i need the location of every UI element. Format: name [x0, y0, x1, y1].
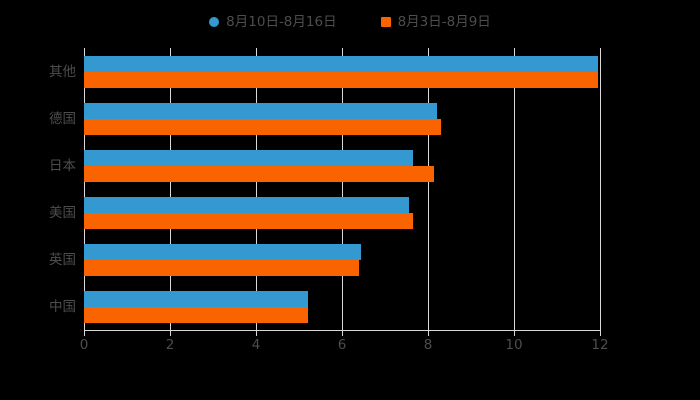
- bar[interactable]: [84, 196, 409, 213]
- bar[interactable]: [84, 290, 308, 307]
- y-axis-tick-label: 英国: [49, 251, 76, 268]
- bar[interactable]: [84, 165, 435, 182]
- bar[interactable]: [84, 149, 413, 166]
- x-axis-tick-label: 10: [505, 337, 523, 353]
- bar[interactable]: [84, 259, 360, 276]
- gridline: [514, 48, 515, 330]
- legend-item-series-0[interactable]: 8月10日-8月16日: [209, 12, 337, 32]
- x-axis-tick: [428, 330, 429, 336]
- x-axis-tick-label: 2: [165, 337, 175, 353]
- gridline: [342, 48, 343, 330]
- bar[interactable]: [84, 306, 308, 323]
- x-axis-tick: [600, 330, 601, 336]
- bar[interactable]: [84, 102, 437, 119]
- x-axis-tick-label: 4: [251, 337, 261, 353]
- x-axis-tick: [514, 330, 515, 336]
- x-axis-tick-label: 0: [79, 337, 89, 353]
- bar[interactable]: [84, 118, 441, 135]
- chart-legend: 8月10日-8月16日 8月3日-8月9日: [0, 10, 700, 34]
- legend-label-series-0: 8月10日-8月16日: [226, 14, 337, 30]
- bar[interactable]: [84, 212, 413, 229]
- y-axis-tick-label: 德国: [49, 110, 76, 127]
- x-axis-tick-label: 12: [591, 337, 609, 353]
- x-axis-tick: [84, 330, 85, 336]
- legend-item-series-1[interactable]: 8月3日-8月9日: [380, 12, 491, 32]
- bar[interactable]: [84, 55, 598, 72]
- plot-area: [84, 48, 600, 330]
- y-axis-line: [84, 48, 85, 330]
- gridline: [428, 48, 429, 330]
- y-axis-tick-label: 其他: [49, 63, 76, 80]
- y-axis-tick-label: 中国: [49, 298, 76, 315]
- x-axis-tick: [342, 330, 343, 336]
- legend-square-marker-icon: [380, 17, 391, 27]
- gridline: [170, 48, 171, 330]
- legend-label-series-1: 8月3日-8月9日: [397, 14, 491, 30]
- x-axis-tick-label: 8: [423, 337, 433, 353]
- gridline: [256, 48, 257, 330]
- gridline: [600, 48, 601, 330]
- bar[interactable]: [84, 71, 598, 88]
- y-axis-tick-label: 日本: [49, 157, 76, 174]
- bar[interactable]: [84, 243, 362, 260]
- y-axis-tick-label: 美国: [49, 204, 76, 221]
- x-axis-tick-label: 6: [337, 337, 347, 353]
- legend-circle-marker-icon: [209, 17, 220, 27]
- x-axis-tick: [170, 330, 171, 336]
- x-axis-tick: [256, 330, 257, 336]
